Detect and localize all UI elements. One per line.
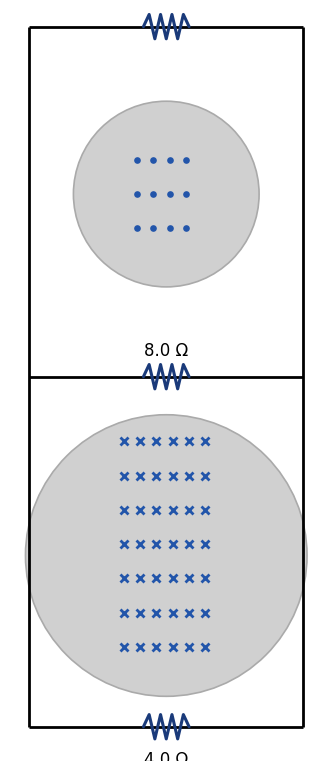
Text: 4.0 Ω: 4.0 Ω [144, 751, 188, 761]
Ellipse shape [25, 415, 307, 696]
Text: 4.0 Ω: 4.0 Ω [144, 0, 188, 2]
Ellipse shape [73, 101, 259, 287]
Text: 8.0 Ω: 8.0 Ω [144, 342, 188, 360]
